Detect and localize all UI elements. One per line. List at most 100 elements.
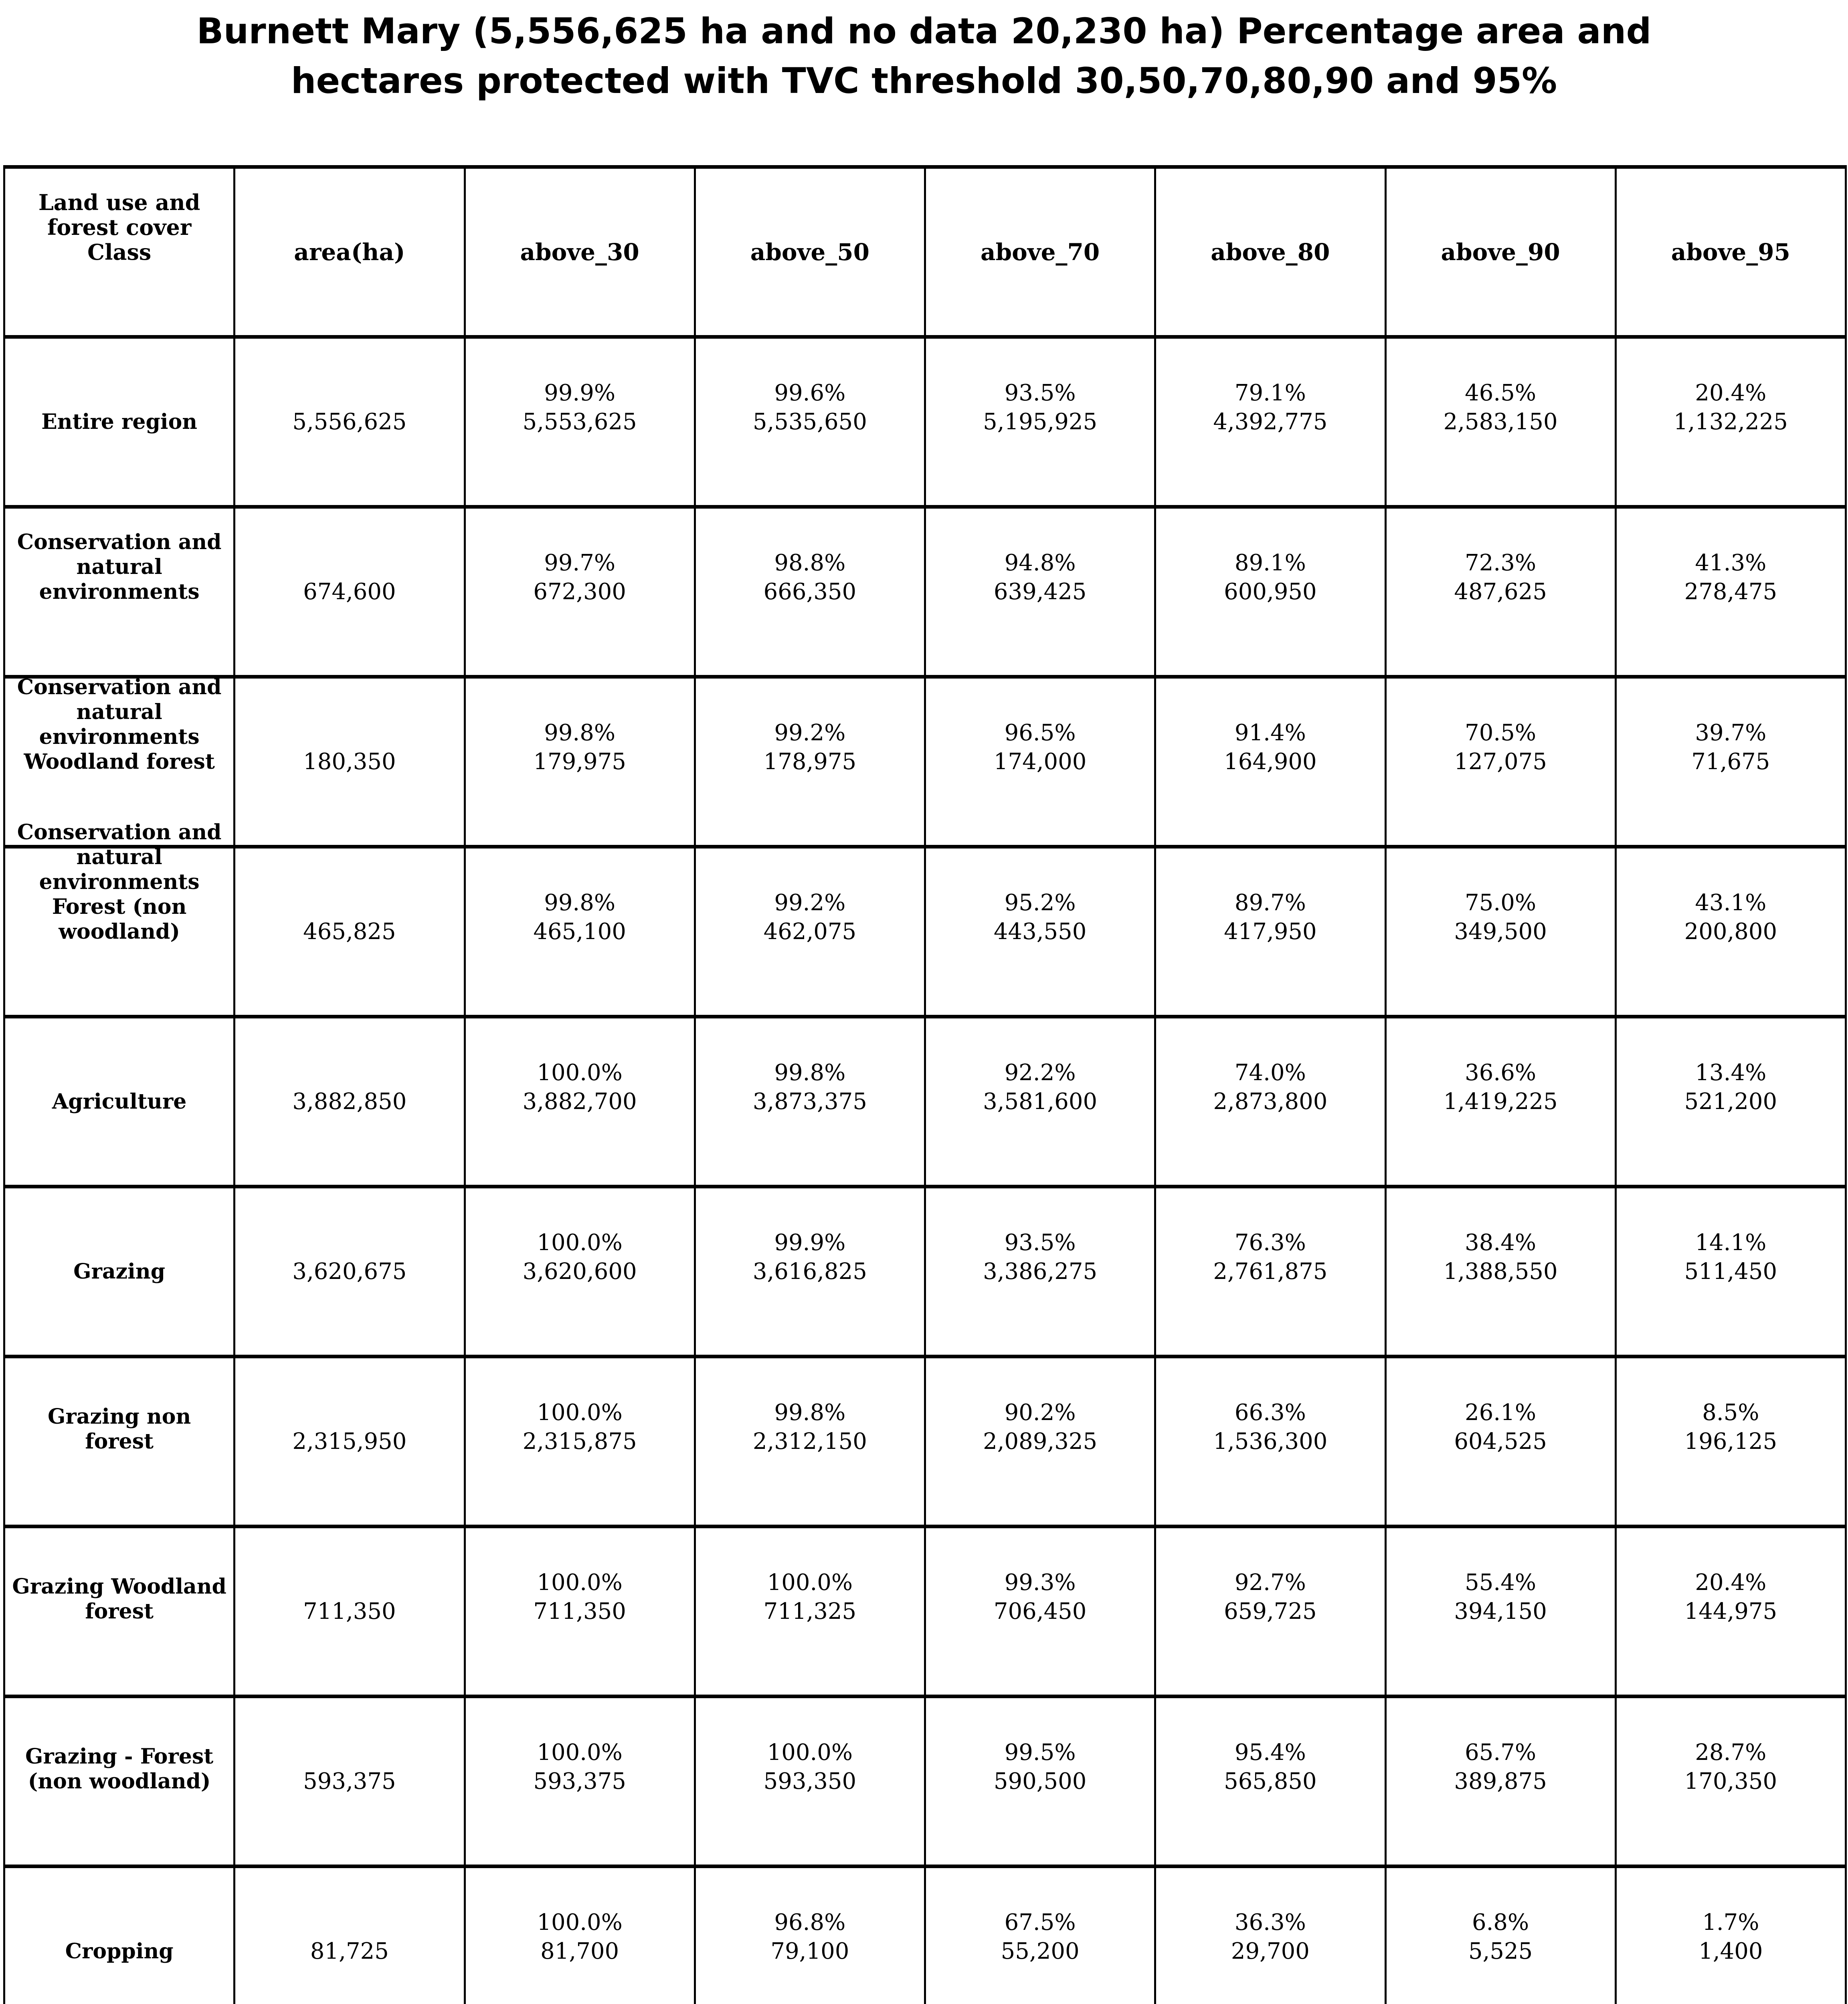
- value-cell: 1.7% 1,400: [1617, 1868, 1847, 2004]
- value-cell: 100.0% 711,350: [465, 1528, 696, 1698]
- value-cell-text: 66.3% 1,536,300: [1213, 1399, 1328, 1455]
- value-cell: 89.1% 600,950: [1156, 509, 1387, 679]
- value-cell-text: 5,556,625: [292, 408, 407, 435]
- row-label-cell: Cropping: [5, 1868, 236, 2004]
- value-cell-text: 90.2% 2,089,325: [983, 1399, 1098, 1455]
- value-cell-text: 3,620,675: [292, 1258, 407, 1285]
- value-cell-text: 92.2% 3,581,600: [983, 1059, 1098, 1115]
- value-cell: 100.0% 593,375: [465, 1698, 696, 1868]
- value-cell: 70.5% 127,075: [1386, 679, 1617, 848]
- value-cell: 465,825: [235, 848, 466, 1018]
- value-cell-text: 98.8% 666,350: [763, 549, 857, 605]
- value-cell-text: 95.4% 565,850: [1224, 1739, 1317, 1794]
- value-cell-text: 1.7% 1,400: [1698, 1909, 1763, 1964]
- value-cell-text: 8.5% 196,125: [1684, 1399, 1777, 1455]
- header-cell: above_30: [465, 169, 696, 339]
- row-label-cell: Agriculture: [5, 1018, 236, 1188]
- value-cell: 93.5% 3,386,275: [926, 1188, 1157, 1358]
- value-cell: 20.4% 1,132,225: [1616, 339, 1847, 509]
- value-cell-text: 26.1% 604,525: [1454, 1399, 1547, 1455]
- value-cell-text: 99.8% 2,312,150: [752, 1399, 867, 1455]
- value-cell-text: 99.6% 5,535,650: [752, 380, 867, 435]
- value-cell-text: 674,600: [303, 578, 396, 605]
- value-cell: 100.0% 3,620,600: [465, 1188, 696, 1358]
- value-cell: 65.7% 389,875: [1386, 1698, 1617, 1868]
- value-cell-text: 89.1% 600,950: [1224, 549, 1317, 605]
- header-cell-text: above_90: [1441, 238, 1560, 266]
- page-title-line2: hectares protected with TVC threshold 30…: [291, 60, 1557, 101]
- row-label-cell: Conservation and natural environments: [5, 509, 236, 679]
- row-label-cell-text: Grazing - Forest (non woodland): [25, 1744, 214, 1794]
- value-cell: 711,350: [235, 1528, 466, 1698]
- row-label-cell: Grazing - Forest (non woodland): [5, 1698, 236, 1868]
- header-cell-text: above_95: [1671, 238, 1790, 266]
- value-cell: 26.1% 604,525: [1386, 1358, 1617, 1528]
- value-cell-text: 100.0% 81,700: [537, 1909, 623, 1964]
- value-cell: 100.0% 3,882,700: [465, 1018, 696, 1188]
- value-cell-text: 99.9% 3,616,825: [752, 1229, 867, 1285]
- value-cell-text: 94.8% 639,425: [993, 549, 1087, 605]
- row-label-cell: Grazing non forest: [5, 1358, 236, 1528]
- value-cell-text: 96.8% 79,100: [770, 1909, 849, 1964]
- value-cell: 99.6% 5,535,650: [696, 339, 926, 509]
- value-cell: 41.3% 278,475: [1616, 509, 1847, 679]
- value-cell: 55.4% 394,150: [1386, 1528, 1617, 1698]
- row-label-cell-text: Grazing non forest: [47, 1404, 191, 1454]
- value-cell-text: 38.4% 1,388,550: [1443, 1229, 1558, 1285]
- value-cell: 180,350: [235, 679, 466, 848]
- value-cell-text: 100.0% 593,350: [763, 1739, 857, 1794]
- value-cell-text: 72.3% 487,625: [1454, 549, 1547, 605]
- header-cell: above_80: [1156, 169, 1387, 339]
- row-label-cell-text: Grazing Woodland forest: [12, 1574, 226, 1624]
- value-cell: 99.7% 672,300: [465, 509, 696, 679]
- value-cell-text: 99.3% 706,450: [993, 1569, 1087, 1624]
- value-cell-text: 91.4% 164,900: [1224, 719, 1317, 775]
- row-label-cell-text: Entire region: [41, 409, 198, 434]
- value-cell: 13.4% 521,200: [1616, 1018, 1847, 1188]
- header-cell-text: area(ha): [294, 238, 405, 266]
- header-cell-text: above_50: [750, 238, 869, 266]
- header-cell-text: above_70: [981, 238, 1100, 266]
- value-cell-text: 43.1% 200,800: [1684, 889, 1777, 945]
- value-cell: 99.5% 590,500: [926, 1698, 1157, 1868]
- value-cell: 100.0% 81,700: [466, 1868, 696, 2004]
- value-cell-text: 711,350: [303, 1598, 396, 1624]
- value-cell-text: 93.5% 3,386,275: [983, 1229, 1098, 1285]
- value-cell: 5,556,625: [235, 339, 466, 509]
- value-cell: 96.5% 174,000: [926, 679, 1157, 848]
- value-cell: 674,600: [235, 509, 466, 679]
- value-cell: 100.0% 2,315,875: [465, 1358, 696, 1528]
- value-cell: 36.6% 1,419,225: [1386, 1018, 1617, 1188]
- value-cell: 79.1% 4,392,775: [1156, 339, 1387, 509]
- header-cell-text: above_80: [1211, 238, 1330, 266]
- row-label-cell: Entire region: [5, 339, 236, 509]
- header-cell: area(ha): [235, 169, 466, 339]
- value-cell-text: 6.8% 5,525: [1468, 1909, 1533, 1964]
- header-cell: above_70: [926, 169, 1157, 339]
- row-label-cell-text: Conservation and natural environments Woodl…: [17, 675, 222, 774]
- value-cell: 20.4% 144,975: [1616, 1528, 1847, 1698]
- value-cell-text: 39.7% 71,675: [1691, 719, 1770, 775]
- value-cell-text: 70.5% 127,075: [1454, 719, 1547, 775]
- row-label-cell-text: Agriculture: [52, 1089, 187, 1114]
- value-cell-text: 41.3% 278,475: [1684, 549, 1777, 605]
- value-cell: 28.7% 170,350: [1616, 1698, 1847, 1868]
- value-cell: 92.2% 3,581,600: [926, 1018, 1157, 1188]
- value-cell-text: 100.0% 593,375: [533, 1739, 626, 1794]
- value-cell: 99.8% 179,975: [465, 679, 696, 848]
- value-cell-text: 14.1% 511,450: [1684, 1229, 1777, 1285]
- value-cell-text: 100.0% 2,315,875: [522, 1399, 637, 1455]
- page-title-line1: Burnett Mary (5,556,625 ha and no data 2…: [196, 10, 1652, 52]
- value-cell-text: 99.2% 462,075: [763, 889, 857, 945]
- value-cell-text: 2,315,950: [292, 1428, 407, 1455]
- data-table: Land use and forest cover Class area(ha) abo…: [3, 165, 1847, 2004]
- header-cell-text: Land use and forest cover Class: [38, 189, 200, 265]
- value-cell: 95.4% 565,850: [1156, 1698, 1387, 1868]
- value-cell: 99.2% 178,975: [696, 679, 926, 848]
- value-cell-text: 3,882,850: [292, 1088, 407, 1115]
- value-cell-text: 74.0% 2,873,800: [1213, 1059, 1328, 1115]
- header-cell: above_90: [1386, 169, 1617, 339]
- value-cell-text: 92.7% 659,725: [1224, 1569, 1317, 1624]
- value-cell: 100.0% 593,350: [696, 1698, 926, 1868]
